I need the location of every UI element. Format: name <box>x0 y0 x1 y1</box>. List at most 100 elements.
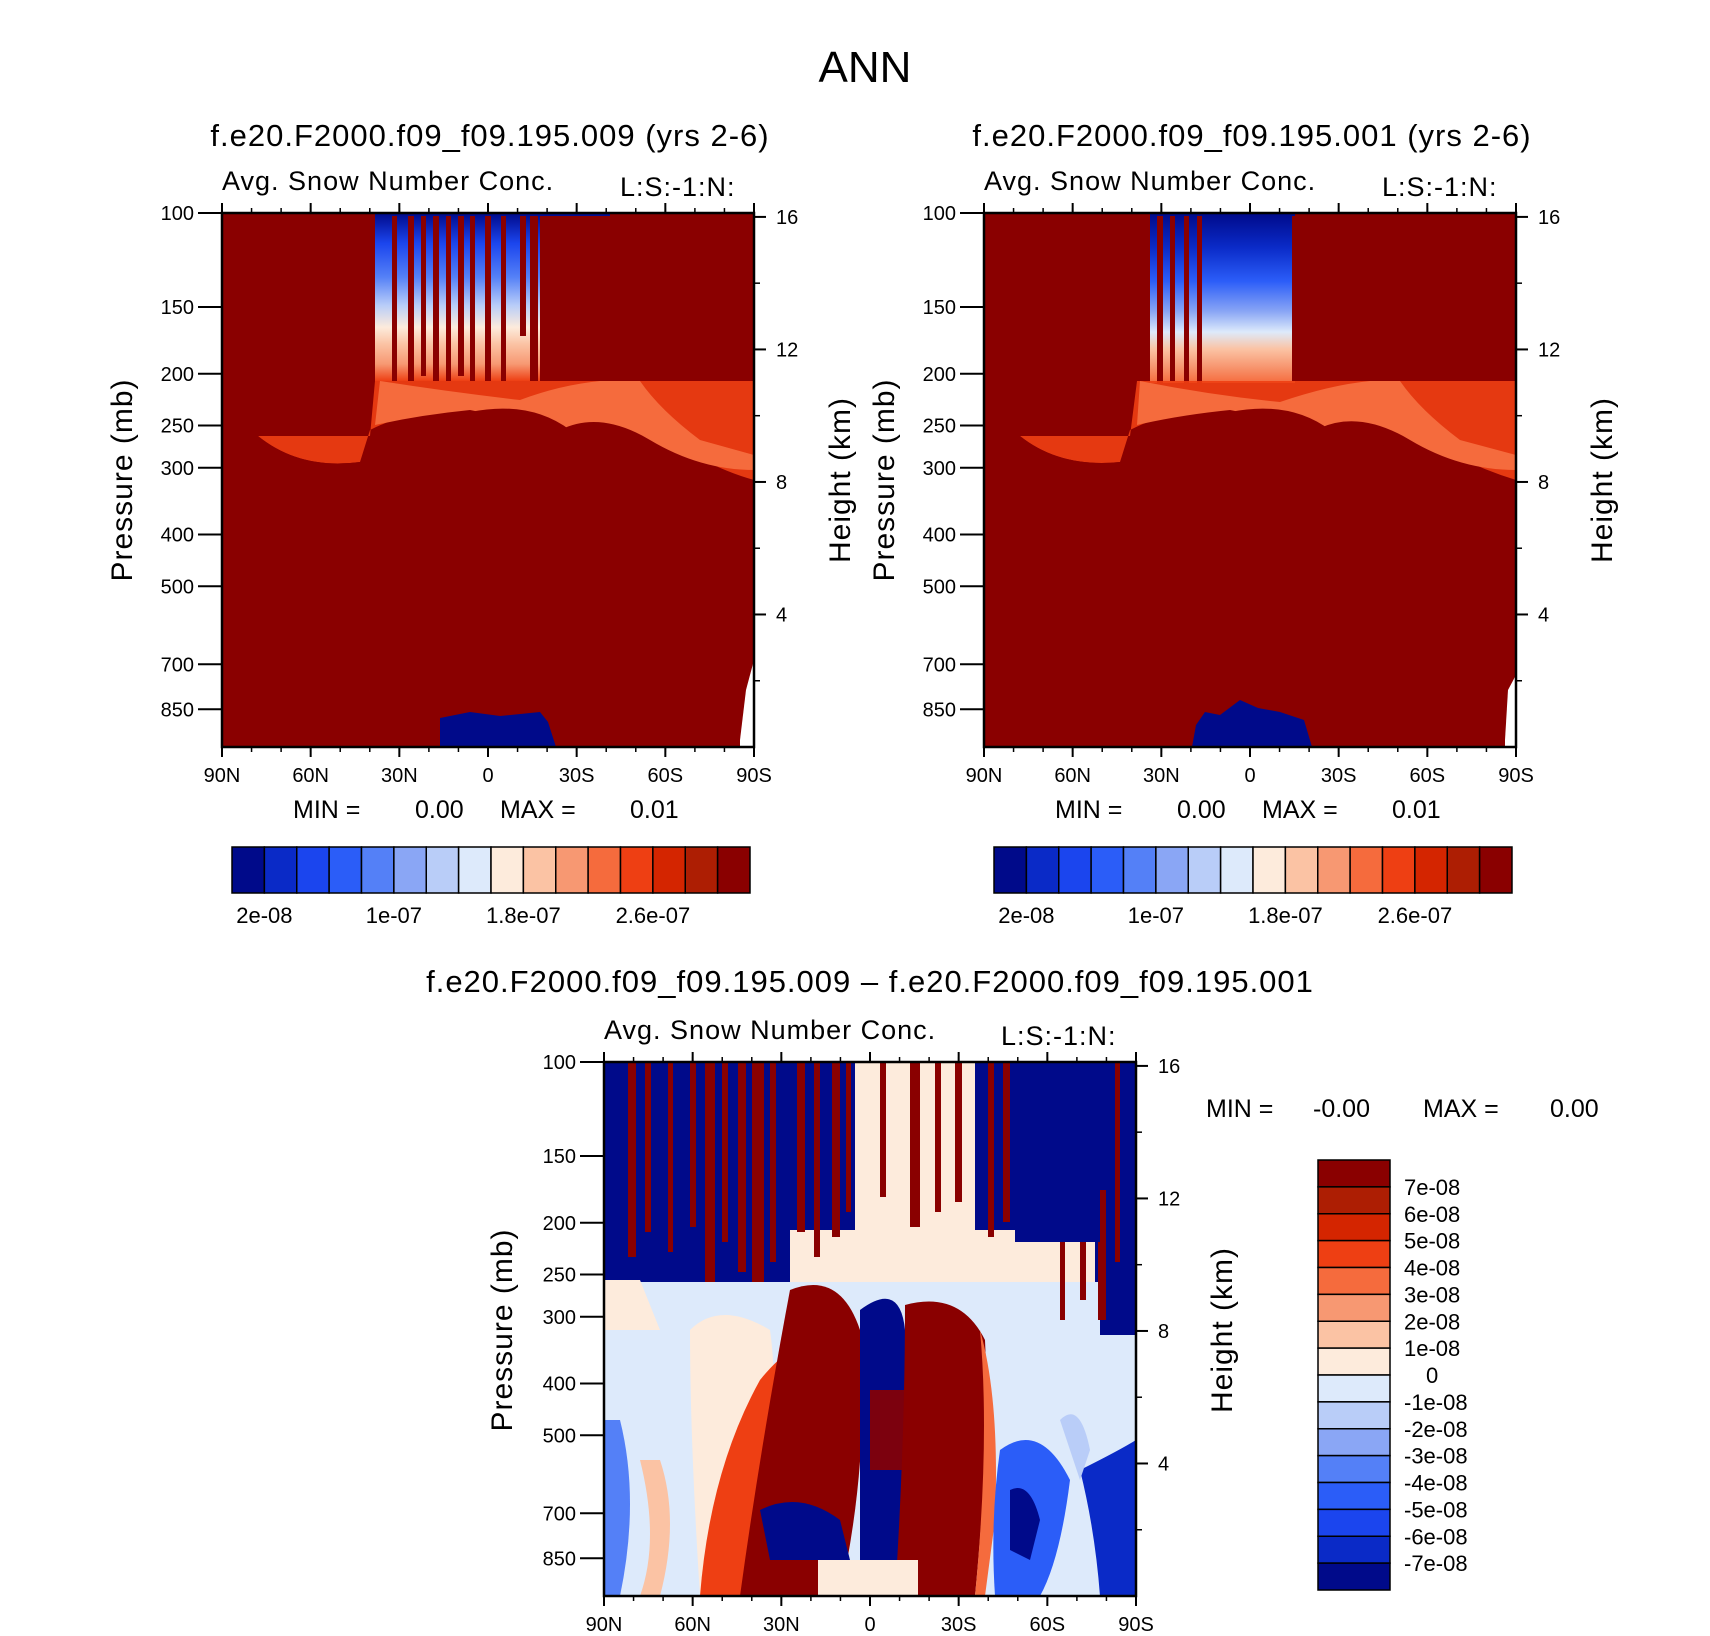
max-label: MAX = <box>1262 796 1338 824</box>
colorbar-label: 4e-08 <box>1404 1256 1460 1281</box>
y-right-tick-label: 12 <box>776 339 798 361</box>
y-tick-label: 100 <box>923 203 956 225</box>
colorbar-swatch <box>587 846 622 894</box>
y-tick-label: 300 <box>923 458 956 480</box>
colorbar-swatch <box>993 846 1028 894</box>
colorbar: 2e-08 1e-07 1.8e-07 2.6e-07 <box>993 846 1513 928</box>
x-tick-label: 0 <box>482 765 493 787</box>
y-right-tick-label: 4 <box>1158 1453 1169 1475</box>
surface-low-region <box>440 712 556 747</box>
colorbar-swatch <box>1317 1562 1391 1591</box>
y-tick-label: 100 <box>543 1052 576 1074</box>
figure-title: ANN <box>819 43 912 92</box>
max-label: MAX = <box>500 796 576 824</box>
colorbar-label: 1e-07 <box>366 903 422 928</box>
min-value: -0.00 <box>1313 1095 1370 1123</box>
x-tick-label: 60S <box>1030 1614 1066 1631</box>
colorbar-label: -1e-08 <box>1404 1390 1468 1415</box>
min-label: MIN = <box>1206 1095 1273 1123</box>
colorbar-label: 2e-08 <box>236 903 292 928</box>
x-tick-label: 90N <box>966 765 1003 787</box>
x-tick-label: 30N <box>763 1614 800 1631</box>
min-label: MIN = <box>1055 796 1122 824</box>
colorbar-label: 2e-08 <box>998 903 1054 928</box>
neutral-patch <box>604 1280 660 1330</box>
lower-field <box>222 408 754 747</box>
high-value-streaks <box>392 216 610 416</box>
colorbar-swatch <box>360 846 395 894</box>
y-tick-label: 300 <box>543 1307 576 1329</box>
y-tick-label: 200 <box>161 364 194 386</box>
y-axis-right-label: Height (km) <box>824 397 857 563</box>
upper-negative-block <box>1015 1062 1100 1242</box>
colorbar-swatch <box>1122 846 1157 894</box>
y-tick-label: 150 <box>161 297 194 319</box>
colorbar-swatch <box>1317 1535 1391 1564</box>
colorbar-label: -3e-08 <box>1404 1444 1468 1469</box>
colorbar-label: 2.6e-07 <box>1378 903 1453 928</box>
colorbar-label: 1.8e-07 <box>1248 903 1323 928</box>
colorbar-swatch <box>263 846 298 894</box>
colorbar-swatch <box>296 846 330 894</box>
colorbar-label: -5e-08 <box>1404 1497 1468 1522</box>
units-label: L:S:-1:N: <box>1001 1021 1117 1051</box>
colorbar-swatch <box>1478 846 1513 894</box>
x-tick-label: 30N <box>1143 765 1180 787</box>
axes: 90N 60N 30N 0 30S 60S 90S 100 150 200 250 300 400 500… <box>923 203 1560 787</box>
y-tick-label: 400 <box>923 525 956 547</box>
y-right-tick-label: 12 <box>1538 339 1560 361</box>
positive-patch <box>640 1460 670 1596</box>
colorbar-swatch <box>328 846 363 894</box>
y-tick-label: 500 <box>543 1425 576 1447</box>
colorbar-swatch <box>1317 1374 1391 1403</box>
colorbar-swatch <box>393 846 427 894</box>
x-tick-label: 30S <box>559 765 595 787</box>
y-tick-label: 700 <box>923 654 956 676</box>
colorbar-swatch <box>1317 1186 1391 1215</box>
y-right-tick-label: 8 <box>1158 1321 1169 1343</box>
colorbar-swatch <box>231 846 266 894</box>
surface-low-region <box>1192 700 1312 747</box>
colorbar-label: -7e-08 <box>1404 1551 1468 1576</box>
colorbar-swatch <box>1414 846 1448 894</box>
colorbar-swatch <box>1219 846 1254 894</box>
colorbar-swatch <box>1381 846 1416 894</box>
y-tick-label: 200 <box>543 1213 576 1235</box>
colorbar-swatch <box>1187 846 1222 894</box>
axes: 90N 60N 30N 0 30S 60S 90S 100 150 200 250 300 400 500… <box>161 203 798 787</box>
x-tick-label: 60N <box>1054 765 1091 787</box>
y-tick-label: 500 <box>161 576 194 598</box>
max-value: 0.01 <box>1392 796 1441 824</box>
negative-patch <box>1080 1440 1136 1596</box>
colorbar-swatch <box>1317 1320 1391 1349</box>
colorbar-swatch <box>457 846 492 894</box>
y-tick-label: 100 <box>161 203 194 225</box>
colorbar-swatch <box>684 846 719 894</box>
y-tick-label: 300 <box>161 458 194 480</box>
units-label: L:S:-1:N: <box>620 172 736 202</box>
colorbar-label: 3e-08 <box>1404 1282 1460 1307</box>
x-tick-label: 30S <box>941 1614 977 1631</box>
variable-label: Avg. Snow Number Conc. <box>984 166 1316 196</box>
max-label: MAX = <box>1423 1095 1499 1123</box>
y-tick-label: 200 <box>923 364 956 386</box>
colorbar-swatch <box>1317 1293 1391 1322</box>
colorbar-label: 7e-08 <box>1404 1175 1460 1200</box>
colorbar: 7e-086e-085e-084e-083e-082e-081e-080-1e-… <box>1317 1159 1468 1591</box>
colorbar-swatch <box>1446 846 1481 894</box>
colorbar-label: -6e-08 <box>1404 1524 1468 1549</box>
colorbar-swatch <box>522 846 557 894</box>
colorbar-swatch <box>490 846 525 894</box>
panel-title: f.e20.F2000.f09_f09.195.009 (yrs 2-6) <box>210 118 769 153</box>
transition-band-inner <box>1137 381 1516 470</box>
x-tick-label: 30S <box>1321 765 1357 787</box>
x-tick-label: 60N <box>674 1614 711 1631</box>
y-axis-label: Pressure (mb) <box>486 1228 519 1431</box>
colorbar-swatch <box>1284 846 1319 894</box>
contour-field <box>604 1062 1136 1596</box>
y-axis-label: Pressure (mb) <box>106 378 139 581</box>
colorbar-swatch <box>1252 846 1287 894</box>
y-tick-label: 700 <box>543 1503 576 1525</box>
max-value: 0.01 <box>630 796 679 824</box>
y-right-tick-label: 8 <box>1538 472 1549 494</box>
